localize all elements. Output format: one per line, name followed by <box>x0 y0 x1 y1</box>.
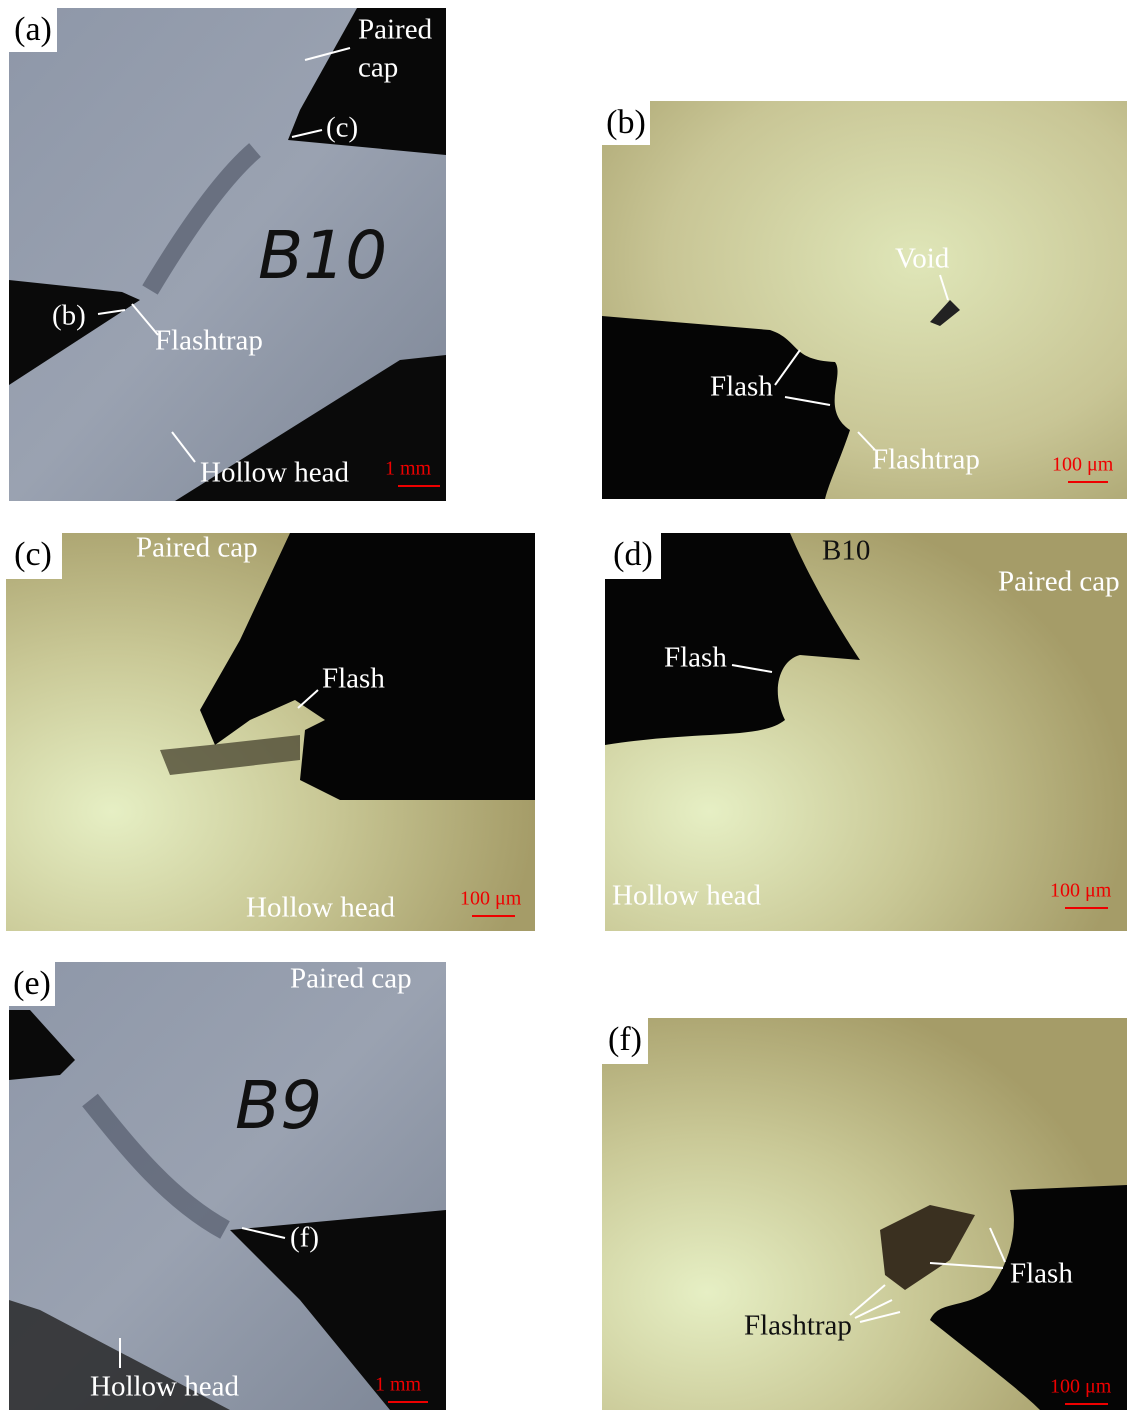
annotation: Hollow head <box>200 457 349 489</box>
page: {"panels": [ {"label": "(a)", "annotatio… <box>0 0 1127 1411</box>
panel-b: (b) Void Flash Flashtrap 100 μm <box>602 101 1127 499</box>
panel-label: (f) <box>608 1021 642 1058</box>
panel-d: (d) B10 Paired cap Flash Hollow head 100… <box>605 533 1127 931</box>
annotation: Hollow head <box>612 880 761 912</box>
annotation: Hollow head <box>90 1371 239 1403</box>
panel-label: (b) <box>606 104 646 141</box>
annotation: Paired cap <box>136 532 258 564</box>
annotation: Hollow head <box>246 892 395 924</box>
figure: (a) Paired cap (c) (b) Flashtrap Hollow … <box>0 0 1127 1411</box>
panel-e: (e) Paired cap (f) Hollow head B9 1 mm <box>9 962 446 1410</box>
panel-c: (c) Paired cap Flash Hollow head 100 μm <box>6 532 535 931</box>
handwriting: B9 <box>235 1067 322 1144</box>
panel-label: (d) <box>613 536 653 573</box>
annotation: Flash <box>1010 1258 1073 1290</box>
annotation: (c) <box>326 112 358 144</box>
annotation: cap <box>358 52 398 84</box>
panel-f: (f) Flash Flashtrap 100 μm <box>602 1018 1127 1410</box>
annotation: Paired cap <box>998 566 1120 598</box>
annotation: Flashtrap <box>872 444 980 476</box>
annotation: Flash <box>710 371 773 403</box>
annotation: Void <box>895 243 950 275</box>
scale-bar-label: 100 μm <box>1052 454 1114 476</box>
annotation: Paired cap <box>290 963 412 995</box>
handwriting: B10 <box>258 217 387 294</box>
annotation: (b) <box>52 300 86 332</box>
scale-bar-label: 1 mm <box>375 1374 422 1396</box>
panel-a: (a) Paired cap (c) (b) Flashtrap Hollow … <box>9 8 446 501</box>
annotation: (f) <box>290 1222 319 1254</box>
scale-bar-label: 100 μm <box>1050 880 1112 902</box>
annotation: Flash <box>664 642 727 674</box>
panel-label: (c) <box>14 536 52 573</box>
annotation: Flashtrap <box>155 325 263 357</box>
scale-bar-label: 100 μm <box>460 888 522 910</box>
scale-bar-label: 100 μm <box>1050 1376 1112 1398</box>
panel-label: (a) <box>14 11 52 48</box>
annotation: Flash <box>322 663 385 695</box>
annotation: Flashtrap <box>744 1310 852 1342</box>
scale-bar-label: 1 mm <box>385 458 432 480</box>
panel-label: (e) <box>13 965 51 1002</box>
annotation: B10 <box>822 535 870 567</box>
annotation: Paired <box>358 14 433 46</box>
